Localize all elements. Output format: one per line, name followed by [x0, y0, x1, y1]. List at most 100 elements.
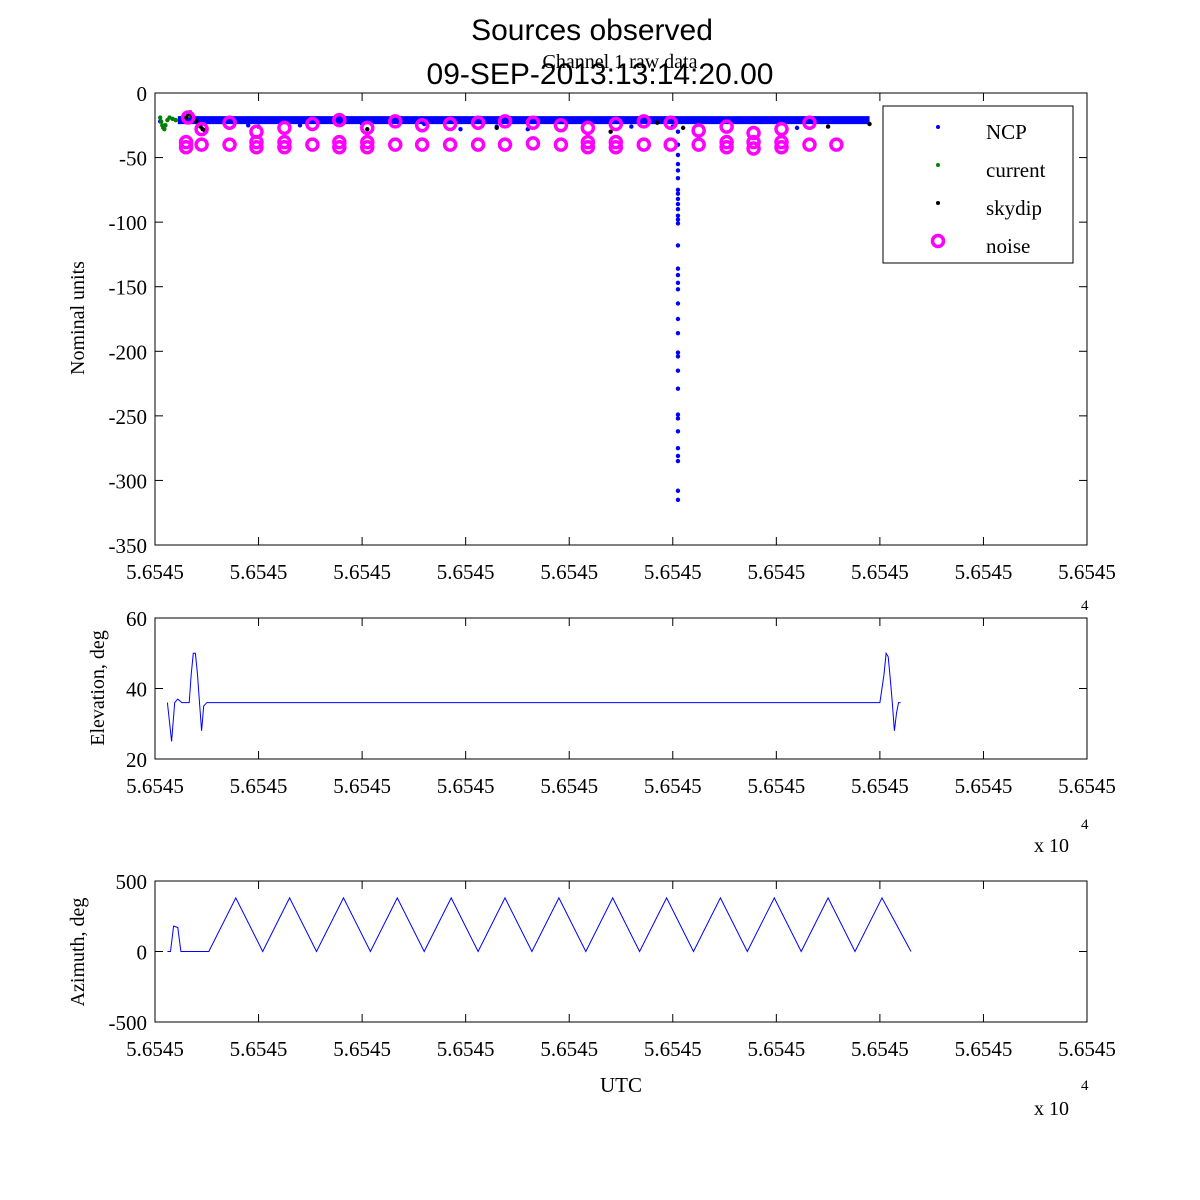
raw-data-ncp-point — [675, 331, 681, 336]
raw-data-ncp-point — [675, 213, 681, 218]
raw-data-xtick-label: 5.6545 — [747, 560, 805, 584]
raw-data-noise-point — [774, 134, 789, 150]
raw-data-ncp-point — [675, 386, 681, 391]
raw-data-xtick-label: 5.6545 — [230, 560, 288, 584]
raw-data-noise-point — [719, 134, 734, 150]
raw-data-noise-point — [180, 110, 196, 125]
raw-data-ncp-point — [675, 187, 681, 193]
raw-data-ncp-point — [629, 124, 634, 129]
raw-data-skydip-point — [494, 125, 499, 131]
raw-data-noise-point — [746, 134, 761, 150]
raw-data-ytick-label: 0 — [137, 82, 148, 106]
elevation-xtick-label: 5.6545 — [747, 774, 805, 798]
raw-data-ncp-point — [675, 429, 681, 434]
raw-data-noise-point — [691, 137, 706, 152]
raw-data-panel: Channel 1 raw data Nominal units 5.6545 5… — [67, 51, 1116, 614]
azimuth-xlabel: UTC — [600, 1073, 642, 1097]
azimuth-exponent-base: x 10 — [1034, 1098, 1069, 1120]
azimuth-ytick-label: -500 — [109, 1011, 148, 1035]
legend-marker-ncp — [936, 125, 940, 129]
azimuth-axes-box — [154, 880, 1088, 1023]
raw-data-noise-point — [553, 137, 569, 152]
raw-data-ncp-point — [675, 488, 681, 493]
raw-data-noise-point — [525, 136, 541, 151]
elevation-ytick-label: 20 — [126, 748, 147, 772]
raw-data-noise-point — [608, 134, 624, 150]
raw-data-noise-point — [178, 139, 194, 155]
elevation-xtick-label: 5.6545 — [540, 774, 598, 798]
azimuth-xtick-label: 5.6545 — [230, 1037, 288, 1061]
raw-data-noise-point — [580, 134, 596, 150]
azimuth-xtick-label: 5.6545 — [540, 1037, 598, 1061]
raw-data-noise-point — [802, 115, 817, 130]
raw-data-skydip-point — [867, 121, 872, 127]
raw-data-xtick-label: 5.6545 — [437, 560, 495, 584]
raw-data-ncp-point — [675, 445, 681, 451]
raw-data-noise-point — [360, 134, 375, 150]
legend-box — [882, 105, 1074, 264]
raw-data-ncp-point — [675, 168, 681, 173]
raw-data-current-point — [163, 123, 168, 128]
azimuth-xtick-label: 5.6545 — [851, 1037, 909, 1061]
raw-data-xtick-label: 5.6545 — [540, 560, 598, 584]
legend-item-skydip: skydip — [936, 196, 1042, 220]
raw-data-noise-point — [719, 139, 734, 155]
raw-data-noise-point — [194, 137, 209, 152]
figure-title-line1: Sources observed — [471, 14, 713, 47]
raw-data-noise-point — [249, 139, 264, 155]
raw-data-exponent: 4 — [1081, 598, 1089, 614]
raw-data-ncp-point — [246, 123, 251, 128]
raw-data-ncp-point — [675, 243, 681, 248]
raw-data-noise-point — [332, 134, 347, 150]
raw-data-noise-point — [470, 115, 486, 130]
raw-data-noise-point — [525, 115, 541, 130]
legend-marker-current — [936, 163, 940, 167]
raw-data-noise-point — [305, 137, 320, 152]
elevation-ytick-label: 40 — [126, 678, 147, 702]
legend-marker-skydip — [936, 201, 940, 205]
raw-data-current-point — [159, 119, 164, 124]
raw-data-noise-point — [414, 118, 430, 133]
azimuth-xtick-label: 5.6545 — [333, 1037, 391, 1061]
raw-data-skydip-point — [825, 124, 831, 129]
raw-data-ncp-point — [675, 266, 681, 271]
raw-data-noise-point — [442, 116, 458, 132]
raw-data-ncp-point — [675, 280, 681, 286]
raw-data-xtick-label: 5.6545 — [126, 560, 184, 584]
raw-data-noise-point — [663, 137, 678, 152]
elevation-xtick-label: 5.6545 — [230, 774, 288, 798]
raw-data-noise-point — [719, 119, 734, 134]
raw-data-xtick-label: 5.6545 — [955, 560, 1013, 584]
raw-data-xtick-label: 5.6545 — [851, 560, 909, 584]
elevation-exponent-power: 4 — [1081, 817, 1089, 833]
raw-data-noise-point — [414, 137, 430, 152]
azimuth-xtick-label: 5.6545 — [126, 1037, 184, 1061]
raw-data-xtick-label: 5.6545 — [1058, 560, 1116, 584]
raw-data-ytick-label: -350 — [109, 534, 148, 558]
legend-item-ncp: NCP — [936, 120, 1027, 144]
raw-data-noise-point — [497, 137, 513, 152]
elevation-xtick-label: 5.6545 — [851, 774, 909, 798]
elevation-xtick-label: 5.6545 — [333, 774, 391, 798]
azimuth-xtick-label: 5.6545 — [644, 1037, 702, 1061]
raw-data-ncp-point — [675, 287, 681, 292]
azimuth-panel: Azimuth, deg 5.6545 5.6545 5.6545 5.6545 5.6… — [67, 870, 1116, 1120]
azimuth-xtick-label: 5.6545 — [437, 1037, 495, 1061]
legend: NCP current skydip noise — [882, 105, 1074, 264]
raw-data-noise-point — [332, 139, 347, 155]
raw-data-ytick-label: -200 — [109, 340, 148, 364]
azimuth-xtick-label: 5.6545 — [747, 1037, 805, 1061]
elevation-xtick-label: 5.6545 — [955, 774, 1013, 798]
raw-data-noise-point — [249, 134, 264, 150]
raw-data-ncp-point — [675, 129, 681, 134]
azimuth-ylabel: Azimuth, deg — [67, 898, 89, 1007]
raw-data-ncp-point — [675, 221, 681, 226]
raw-data-ncp-point — [794, 125, 800, 131]
elevation-xtick-label: 5.6545 — [126, 774, 184, 798]
raw-data-noise-point — [387, 114, 403, 129]
raw-data-noise-point — [442, 137, 458, 152]
raw-data-ncp-point — [675, 152, 681, 158]
raw-data-current-point — [162, 126, 167, 132]
raw-data-ncp-point — [675, 176, 681, 181]
figure-title-line2: 09-SEP-2013:13:14:20.00 — [427, 58, 774, 91]
